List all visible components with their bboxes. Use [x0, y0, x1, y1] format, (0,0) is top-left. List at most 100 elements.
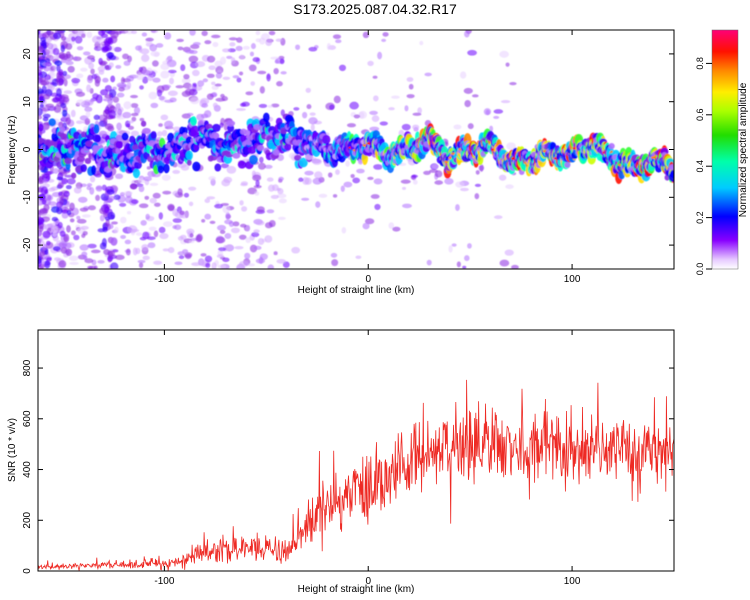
spectrum-cell [56, 88, 62, 97]
spectrum-cell [102, 109, 109, 118]
spectrum-cell [228, 220, 235, 228]
spectrum-cell [45, 103, 54, 108]
spectrum-cell [80, 225, 89, 230]
spectrum-cell [86, 31, 93, 39]
y-tick-label: 10 [22, 96, 33, 108]
spectrum-cell [123, 60, 131, 66]
spectrum-cell [63, 78, 68, 87]
spectrum-cell [172, 169, 181, 174]
spectrum-cell [241, 206, 248, 212]
spectrum-cell [335, 39, 342, 44]
spectrum-cell [153, 260, 163, 265]
page-title: S173.2025.087.04.32.R17 [293, 1, 457, 17]
spectrum-cell [256, 144, 265, 152]
spectrum-cell [52, 246, 61, 251]
spectrum-cell [132, 168, 141, 179]
spectrum-cell [67, 65, 75, 73]
y-tick-label: 400 [22, 461, 33, 478]
spectrum-cell [74, 30, 84, 36]
spectrum-cell [164, 32, 172, 40]
spectrum-cell [166, 59, 177, 68]
spectrum-cell [417, 107, 422, 114]
spectrum-cell [180, 64, 186, 72]
spectrum-cell [102, 117, 108, 125]
spectrum-cell [275, 38, 283, 42]
spectrum-cell [38, 238, 41, 246]
y-tick-label: -20 [22, 237, 33, 252]
spectrum-cell [42, 116, 49, 122]
spectrum-cell [158, 226, 166, 234]
spectrum-cell [91, 165, 97, 176]
spectrum-cell [99, 130, 107, 137]
spectrum-cell [504, 249, 514, 256]
spectrum-cell [29, 132, 37, 137]
spectrum-cell [255, 258, 266, 264]
spectrum-cell [252, 57, 260, 63]
spectrum-cell [57, 221, 63, 229]
spectrum-cell [130, 103, 139, 108]
x-tick-label: 100 [564, 274, 581, 285]
y-tick-label: 0 [22, 568, 33, 574]
spectrum-cell [499, 50, 509, 58]
spectrum-cell [39, 80, 48, 86]
spectrum-cell [55, 54, 60, 60]
spectrum-cell [97, 66, 106, 72]
spectrum-cell [46, 240, 51, 246]
spectrum-cell [57, 182, 64, 189]
spectrum-cell [267, 184, 275, 192]
spectrum-cell [39, 103, 44, 108]
spectrum-cell [126, 81, 132, 90]
spectrum-cell [258, 103, 268, 109]
spectrum-cell [345, 160, 350, 167]
spectrum-cell [30, 139, 35, 147]
spectrum-cell [76, 46, 84, 51]
spectrum-cell [293, 107, 300, 111]
spectrum-cell [250, 43, 256, 50]
spectrum-cell [130, 130, 140, 137]
spectrum-cell [367, 176, 374, 180]
spectrum-cell [51, 216, 59, 222]
spectrum-cell [100, 89, 109, 96]
spectrum-cell [50, 186, 59, 191]
spectrum-cell [152, 60, 159, 67]
spectrum-cell [41, 199, 47, 205]
spectrum-cell [129, 183, 138, 190]
spectrum-cell [270, 194, 279, 199]
spectrum-cell [100, 33, 109, 39]
spectrum-cell [206, 73, 215, 79]
spectrum-cell [266, 177, 274, 182]
spectrum-cell [61, 36, 67, 41]
spectrum-cell [273, 251, 278, 256]
spectrum-cell [163, 163, 170, 174]
spectrum-cell [182, 249, 189, 254]
spectrum-cell [212, 41, 219, 48]
spectrum-cell [208, 65, 216, 71]
spectrum-cell [232, 152, 241, 159]
spectrum-cell [304, 177, 312, 185]
x-tick-label: 100 [564, 576, 581, 587]
spectrum-cell [247, 187, 258, 195]
spectrum-cell [463, 87, 473, 94]
spectrum-cell [197, 80, 205, 87]
spectrum-cell [479, 163, 484, 172]
spectrum-cell [131, 116, 137, 122]
spectrum-cell [314, 171, 323, 179]
spectrum-cell [74, 35, 83, 44]
spectrum-cell [267, 104, 273, 108]
colorbar-tick-label: 0.4 [695, 160, 705, 173]
spectrum-cell [142, 76, 149, 84]
spectrum-cell [116, 122, 122, 131]
spectrum-cell [511, 264, 519, 269]
spectrum-cell [280, 71, 287, 75]
spectrum-cell [346, 123, 356, 128]
spectrum-cell [204, 40, 212, 45]
spectrum-cell [147, 242, 156, 249]
spectrum-cell [86, 75, 94, 84]
spectrum-cell [139, 117, 145, 122]
spectrum-cell [267, 264, 275, 269]
spectrum-cell [169, 77, 175, 85]
spectrum-cell [58, 241, 68, 248]
spectrum-cell [308, 117, 318, 125]
spectrum-cell [63, 233, 70, 243]
